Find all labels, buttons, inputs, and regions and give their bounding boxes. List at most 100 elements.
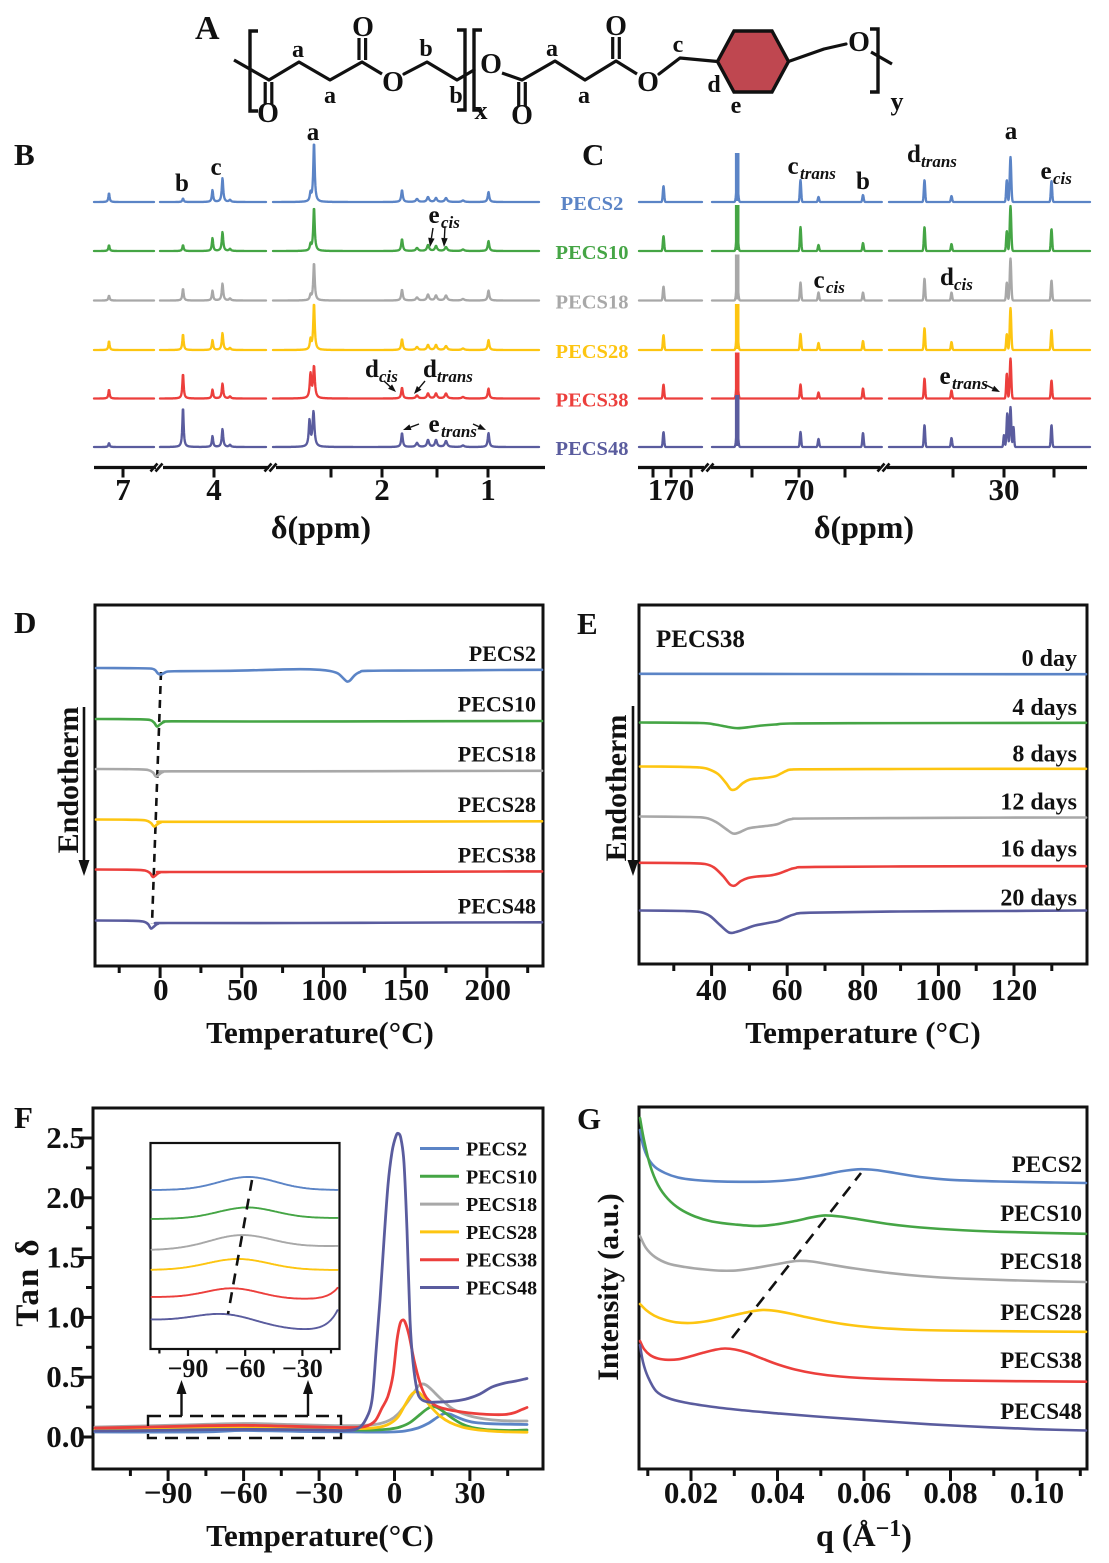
- svg-text:trans: trans: [952, 374, 988, 393]
- svg-text:a: a: [546, 36, 558, 62]
- svg-text:20 days: 20 days: [1000, 886, 1077, 912]
- svg-text:−30: −30: [282, 1354, 323, 1383]
- svg-text:100: 100: [915, 972, 962, 1007]
- svg-text:O: O: [382, 67, 404, 98]
- svg-text:Temperature(°C): Temperature(°C): [206, 1518, 434, 1553]
- svg-text:PECS10: PECS10: [466, 1166, 537, 1188]
- svg-text:60: 60: [772, 972, 803, 1007]
- svg-text:0.5: 0.5: [46, 1359, 85, 1394]
- svg-text:40: 40: [696, 972, 727, 1007]
- svg-text:cis: cis: [954, 275, 973, 294]
- svg-text:e: e: [428, 202, 439, 229]
- svg-text:PECS18: PECS18: [466, 1194, 537, 1216]
- svg-text:PECS2: PECS2: [1012, 1152, 1082, 1177]
- svg-text:trans: trans: [800, 164, 836, 183]
- svg-text:Temperature (°C): Temperature (°C): [745, 1015, 980, 1050]
- svg-text:d: d: [423, 356, 437, 383]
- svg-text:1: 1: [480, 472, 496, 507]
- svg-text:Endotherm: Endotherm: [52, 707, 85, 854]
- svg-text:PECS48: PECS48: [458, 894, 536, 919]
- svg-text:PECS38: PECS38: [458, 843, 536, 868]
- svg-text:−90: −90: [168, 1354, 209, 1383]
- svg-text:a: a: [1005, 118, 1018, 145]
- svg-text:PECS28: PECS28: [458, 792, 536, 817]
- svg-text:d: d: [365, 356, 379, 383]
- svg-text:12 days: 12 days: [1000, 790, 1077, 816]
- svg-text:Endotherm: Endotherm: [600, 715, 633, 862]
- svg-text:170: 170: [648, 472, 695, 507]
- svg-text:O: O: [511, 100, 533, 131]
- svg-text:F: F: [14, 1100, 33, 1135]
- svg-text:b: b: [856, 168, 870, 195]
- svg-text:100: 100: [301, 972, 348, 1007]
- svg-text:cis: cis: [1053, 169, 1072, 188]
- svg-text:120: 120: [991, 972, 1038, 1007]
- svg-text:a: a: [292, 37, 304, 63]
- svg-text:d: d: [940, 264, 954, 291]
- svg-text:80: 80: [847, 972, 878, 1007]
- svg-text:O: O: [480, 49, 502, 80]
- svg-text:2.0: 2.0: [46, 1180, 85, 1215]
- svg-text:PECS48: PECS48: [1000, 1399, 1082, 1424]
- svg-text:8 days: 8 days: [1012, 742, 1077, 768]
- svg-text:PECS2: PECS2: [466, 1139, 527, 1161]
- svg-text:0.02: 0.02: [664, 1475, 718, 1510]
- svg-text:7: 7: [115, 472, 131, 507]
- svg-text:PECS18: PECS18: [556, 292, 629, 314]
- svg-text:d: d: [907, 141, 921, 168]
- svg-text:O: O: [848, 27, 870, 58]
- svg-text:Temperature(°C): Temperature(°C): [206, 1015, 434, 1050]
- svg-text:cis: cis: [441, 213, 460, 232]
- svg-text:PECS28: PECS28: [466, 1222, 537, 1244]
- svg-text:B: B: [14, 137, 35, 172]
- svg-text:−60: −60: [219, 1475, 268, 1510]
- svg-text:y: y: [891, 87, 904, 116]
- svg-text:2.5: 2.5: [46, 1120, 85, 1155]
- svg-text:b: b: [419, 36, 432, 62]
- svg-text:2: 2: [374, 472, 390, 507]
- svg-text:PECS38: PECS38: [656, 626, 745, 653]
- svg-text:PECS28: PECS28: [1000, 1300, 1082, 1325]
- svg-text:δ(ppm): δ(ppm): [814, 509, 914, 545]
- svg-text:PECS48: PECS48: [556, 438, 629, 460]
- svg-text:150: 150: [383, 972, 430, 1007]
- svg-text:D: D: [14, 605, 36, 640]
- svg-text:e: e: [428, 411, 439, 438]
- svg-text:0: 0: [153, 972, 169, 1007]
- svg-text:30: 30: [989, 472, 1020, 507]
- svg-text:4: 4: [206, 472, 222, 507]
- svg-text:e: e: [731, 93, 742, 119]
- svg-text:−30: −30: [295, 1475, 344, 1510]
- svg-text:O: O: [605, 11, 627, 42]
- svg-text:4 days: 4 days: [1012, 695, 1077, 721]
- svg-text:70: 70: [784, 472, 815, 507]
- svg-text:PECS18: PECS18: [458, 742, 536, 767]
- svg-text:trans: trans: [921, 152, 957, 171]
- svg-text:cis: cis: [379, 367, 398, 386]
- svg-text:e: e: [1040, 158, 1051, 185]
- svg-text:PECS18: PECS18: [1000, 1249, 1082, 1274]
- svg-text:0 day: 0 day: [1022, 646, 1077, 672]
- svg-text:PECS10: PECS10: [458, 692, 536, 717]
- svg-text:1.5: 1.5: [46, 1240, 85, 1275]
- svg-text:O: O: [637, 67, 659, 98]
- svg-text:PECS10: PECS10: [1000, 1201, 1082, 1226]
- svg-text:0.04: 0.04: [750, 1475, 804, 1510]
- svg-text:E: E: [577, 606, 598, 641]
- svg-text:PECS38: PECS38: [466, 1250, 537, 1272]
- svg-text:Intensity (a.u.): Intensity (a.u.): [592, 1193, 625, 1381]
- svg-text:G: G: [577, 1101, 601, 1136]
- svg-text:a: a: [307, 119, 320, 146]
- svg-text:1.0: 1.0: [46, 1299, 85, 1334]
- svg-text:a: a: [578, 83, 590, 109]
- svg-text:PECS38: PECS38: [556, 390, 629, 412]
- svg-text:O: O: [257, 98, 279, 129]
- svg-text:a: a: [324, 83, 336, 109]
- svg-text:trans: trans: [437, 367, 473, 386]
- svg-text:x: x: [475, 96, 488, 125]
- svg-text:c: c: [210, 154, 221, 181]
- svg-text:−90: −90: [144, 1475, 193, 1510]
- svg-text:b: b: [175, 170, 189, 197]
- svg-text:0.10: 0.10: [1010, 1475, 1064, 1510]
- svg-text:c: c: [673, 32, 684, 58]
